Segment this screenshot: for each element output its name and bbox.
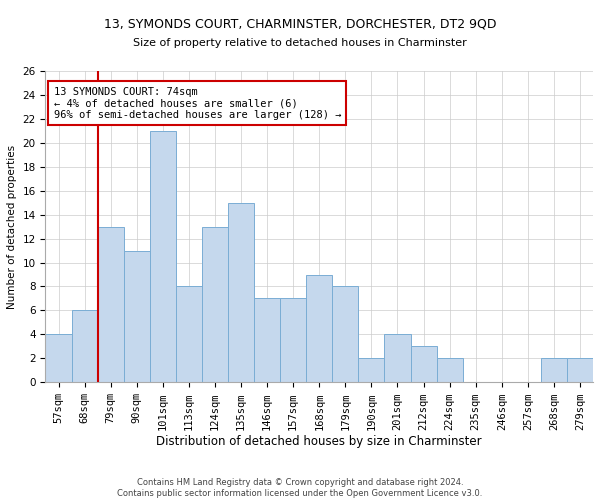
Bar — [254, 298, 280, 382]
Text: 13, SYMONDS COURT, CHARMINSTER, DORCHESTER, DT2 9QD: 13, SYMONDS COURT, CHARMINSTER, DORCHEST… — [104, 18, 496, 30]
Bar — [358, 358, 385, 382]
Bar — [280, 298, 306, 382]
Text: Size of property relative to detached houses in Charminster: Size of property relative to detached ho… — [133, 38, 467, 48]
Bar — [567, 358, 593, 382]
Bar — [98, 226, 124, 382]
Text: 13 SYMONDS COURT: 74sqm
← 4% of detached houses are smaller (6)
96% of semi-deta: 13 SYMONDS COURT: 74sqm ← 4% of detached… — [53, 86, 341, 120]
Bar — [385, 334, 410, 382]
X-axis label: Distribution of detached houses by size in Charminster: Distribution of detached houses by size … — [157, 435, 482, 448]
Bar — [410, 346, 437, 382]
Bar — [124, 250, 150, 382]
Bar — [437, 358, 463, 382]
Bar — [332, 286, 358, 382]
Bar — [228, 202, 254, 382]
Text: Contains HM Land Registry data © Crown copyright and database right 2024.
Contai: Contains HM Land Registry data © Crown c… — [118, 478, 482, 498]
Bar — [202, 226, 228, 382]
Bar — [46, 334, 71, 382]
Bar — [150, 131, 176, 382]
Bar — [176, 286, 202, 382]
Bar — [71, 310, 98, 382]
Bar — [541, 358, 567, 382]
Bar — [306, 274, 332, 382]
Y-axis label: Number of detached properties: Number of detached properties — [7, 144, 17, 308]
